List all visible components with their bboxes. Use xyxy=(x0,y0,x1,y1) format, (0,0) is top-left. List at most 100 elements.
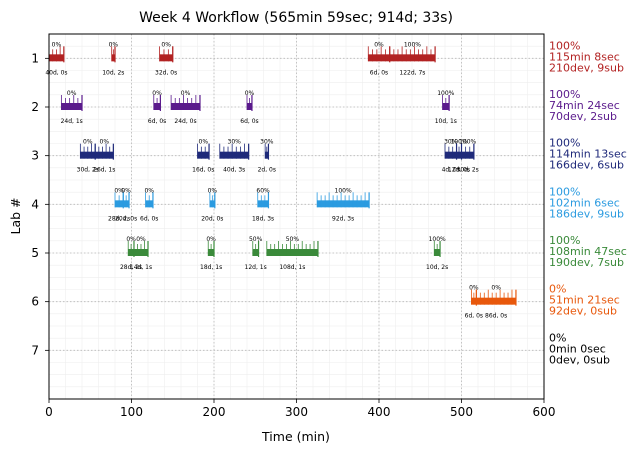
y-tick-label: 6 xyxy=(31,295,39,309)
segment-bar xyxy=(461,151,474,159)
segment-note-label: 30d, 2s xyxy=(77,167,99,174)
x-tick-label: 300 xyxy=(285,405,308,419)
lab-summary-line: 114min 13sec xyxy=(549,148,627,161)
segment-percent-label: 0% xyxy=(83,139,93,146)
y-tick-label: 7 xyxy=(31,343,39,357)
lab-summary-line: 115min 8sec xyxy=(549,50,620,63)
lab-summary-line: 74min 24sec xyxy=(549,99,620,112)
y-tick-label: 2 xyxy=(31,100,39,114)
y-tick-label: 1 xyxy=(31,51,39,65)
segment-percent-label: 60% xyxy=(256,187,270,194)
lab-summary-line: 0% xyxy=(549,283,566,296)
lab-summary-line: 210dev, 9sub xyxy=(549,61,624,74)
segment-bar xyxy=(197,151,210,159)
segment-note-label: 18d, 3s xyxy=(252,215,274,222)
segment-bar xyxy=(389,54,436,62)
x-tick-label: 0 xyxy=(45,405,53,419)
segment-note-label: 2d, 0s xyxy=(258,167,276,174)
lab-summary-line: 100% xyxy=(549,39,580,52)
axes: 0 100 200 300 400 500 600 1 2 3 4 5 6 7 xyxy=(31,51,555,419)
segment-percent-label: 0% xyxy=(121,187,131,194)
segment-percent-label: 50% xyxy=(286,236,300,243)
segment-note-label: 40d, 0s xyxy=(45,69,67,76)
segment-bar xyxy=(445,151,457,159)
segment-percent-label: 0% xyxy=(144,187,154,194)
segment-percent-label: 0% xyxy=(374,41,384,48)
segment-bar xyxy=(317,200,370,208)
lab-summary-line: 0% xyxy=(549,331,566,344)
segment-percent-label: 0% xyxy=(109,41,119,48)
segment-percent-label: 0% xyxy=(136,236,146,243)
segment-bar xyxy=(257,200,269,208)
segment-note-label: 12d, 0s xyxy=(448,167,470,174)
segment-note-label: 20d, 0s xyxy=(115,215,137,222)
segment-note-label: 6d, 0s xyxy=(148,118,166,125)
segment-note-label: 28d, 2s xyxy=(120,264,142,271)
segment-percent-label: 0% xyxy=(126,236,136,243)
segment-percent-label: 30% xyxy=(260,139,274,146)
segment-percent-label: 0% xyxy=(100,139,110,146)
segment-percent-label: 30% xyxy=(228,139,242,146)
lab-summary-line: 92dev, 0sub xyxy=(549,305,617,318)
segment-percent-label: 0% xyxy=(114,187,124,194)
lab-summary-line: 166dev, 6sub xyxy=(549,159,624,172)
lab-summary-line: 190dev, 7sub xyxy=(549,256,624,269)
lab-summary-line: 70dev, 2sub xyxy=(549,110,617,123)
segment-note-label: 6d, 0s xyxy=(370,69,388,76)
segment-percent-label: 100% xyxy=(429,236,446,243)
x-axis-label: Time (min) xyxy=(261,429,330,444)
segment-note-label: 14d, 1s xyxy=(130,264,152,271)
segment-note-label: 26d, 1s xyxy=(93,167,115,174)
segment-note-label: 32d, 0s xyxy=(155,69,177,76)
lab-summary-line: 0dev, 0sub xyxy=(549,353,610,366)
segment-note-label: 40d, 3s xyxy=(223,167,245,174)
x-tick-label: 600 xyxy=(533,405,556,419)
segment-percent-label: 100% xyxy=(450,139,467,146)
segment-bar xyxy=(95,151,114,159)
segment-percent-label: 0% xyxy=(152,90,162,97)
y-tick-label: 3 xyxy=(31,149,39,163)
lab-summary-line: 100% xyxy=(549,234,580,247)
segment-percent-label: 0% xyxy=(181,90,191,97)
y-tick-label: 5 xyxy=(31,246,39,260)
segment-note-label: 92d, 3s xyxy=(332,215,354,222)
segment-percent-label: 0% xyxy=(491,285,501,292)
lab-summary-line: 51min 21sec xyxy=(549,294,620,307)
segment-bar xyxy=(219,151,249,159)
segment-percent-label: 0% xyxy=(161,41,171,48)
segment-note-label: 10d, 2s xyxy=(102,69,124,76)
segment-percent-label: 0% xyxy=(206,236,216,243)
segment-note-label: 18d, 1s xyxy=(200,264,222,271)
segment-percent-label: 50% xyxy=(249,236,263,243)
segment-note-label: 24d, 0s xyxy=(174,118,196,125)
lab-summary-line: 0min 0sec xyxy=(549,342,606,355)
segment-percent-label: 100% xyxy=(404,41,421,48)
x-tick-label: 100 xyxy=(120,405,143,419)
lab-summary-line: 100% xyxy=(549,88,580,101)
chart-title: Week 4 Workflow (565min 59sec; 914d; 33s… xyxy=(139,10,453,26)
segment-percent-label: 0% xyxy=(245,90,255,97)
lab-summary-line: 100% xyxy=(549,137,580,150)
segment-note-label: 30d, 2s xyxy=(457,167,479,174)
segment-note-label: 10d, 1s xyxy=(435,118,457,125)
segment-bar xyxy=(159,54,173,62)
segment-percent-label: 100% xyxy=(437,90,454,97)
segment-note-label: 122d, 7s xyxy=(399,69,425,76)
segment-note-label: 4d, 0s xyxy=(442,167,460,174)
segment-percent-label: 0% xyxy=(52,41,62,48)
lab-summary-line: 102min 6sec xyxy=(549,196,620,209)
segment-note-label: 20d, 0s xyxy=(201,215,223,222)
segment-note-label: 16d, 0s xyxy=(192,167,214,174)
x-tick-label: 400 xyxy=(368,405,391,419)
x-tick-label: 200 xyxy=(203,405,226,419)
grid xyxy=(48,33,545,400)
lab-summary-line: 100% xyxy=(549,185,580,198)
segment-note-label: 12d, 1s xyxy=(245,264,267,271)
segment-note-label: 6d, 0s xyxy=(240,118,258,125)
segment-percent-label: 0% xyxy=(469,285,479,292)
segment-bar xyxy=(171,103,200,110)
y-tick-label: 4 xyxy=(31,197,39,211)
y-axis-label: Lab # xyxy=(8,197,23,234)
